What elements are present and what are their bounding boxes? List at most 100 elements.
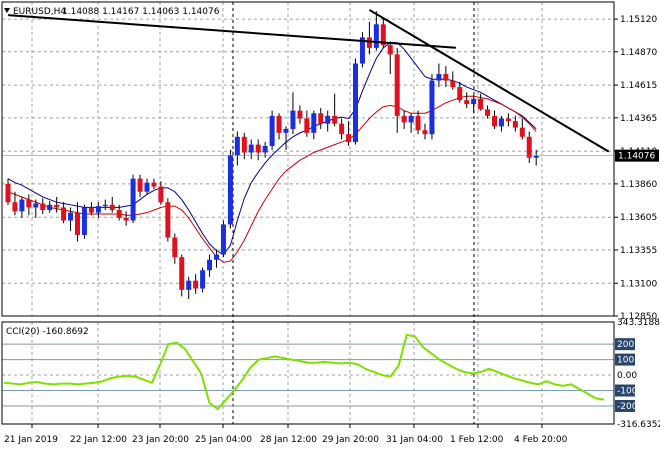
x-tick-label: 31 Jan 04:00 bbox=[386, 435, 443, 445]
x-tick-label: 23 Jan 20:00 bbox=[132, 435, 189, 445]
cci-level-tag bbox=[615, 338, 635, 351]
candle-body bbox=[75, 212, 80, 235]
candle-body bbox=[61, 207, 67, 221]
candle-body bbox=[450, 80, 456, 88]
candle-body bbox=[186, 280, 192, 290]
cci-tick-label: 343.3188 bbox=[617, 318, 660, 328]
cci-series bbox=[3, 333, 605, 411]
candle-body bbox=[88, 207, 94, 213]
candle-body bbox=[172, 237, 178, 258]
y-tick-label: 1.12850 bbox=[620, 312, 657, 322]
candle-body bbox=[318, 113, 324, 124]
candle-body bbox=[353, 63, 358, 143]
candle-body bbox=[443, 74, 449, 81]
candle-body bbox=[492, 115, 497, 127]
candle-body bbox=[339, 123, 345, 135]
candle-body bbox=[130, 178, 136, 221]
x-tick-label: 21 Jan 2019 bbox=[4, 435, 58, 445]
candle-body bbox=[498, 118, 504, 127]
axes bbox=[1, 1, 618, 428]
candle-body bbox=[422, 130, 428, 135]
axis-labels: 1.151201.148701.146151.143651.141101.138… bbox=[4, 15, 660, 445]
cci-level-tag bbox=[615, 384, 635, 397]
candle-body bbox=[220, 224, 226, 255]
candle-body bbox=[283, 128, 289, 133]
candle-body bbox=[234, 136, 240, 156]
candle-body bbox=[5, 183, 11, 203]
symbol-marker-icon bbox=[4, 8, 10, 13]
cci-line bbox=[3, 333, 605, 411]
candle-body bbox=[269, 115, 275, 146]
candle-body bbox=[12, 202, 18, 212]
candle-body bbox=[214, 254, 219, 260]
candle-body bbox=[464, 100, 470, 105]
candle-body bbox=[505, 118, 511, 122]
candle-body bbox=[290, 110, 296, 129]
x-tick-label: 25 Jan 04:00 bbox=[195, 435, 252, 445]
candle-body bbox=[346, 134, 352, 143]
candle-body bbox=[33, 203, 39, 208]
y-tick-label: 1.13355 bbox=[620, 246, 657, 256]
cci-grid bbox=[2, 322, 614, 424]
candle-body bbox=[241, 136, 247, 153]
candle-body bbox=[54, 204, 60, 208]
candle-body bbox=[165, 202, 171, 238]
candle-body bbox=[519, 127, 525, 137]
current-price-label: 1.14076 bbox=[618, 152, 655, 162]
candle-body bbox=[387, 45, 393, 55]
candle-body bbox=[276, 115, 282, 133]
candle-body bbox=[207, 259, 213, 271]
cci-level-label: 100 bbox=[617, 356, 634, 366]
candle-body bbox=[366, 37, 372, 48]
candle-body bbox=[137, 178, 143, 192]
y-tick-label: 1.14365 bbox=[620, 114, 657, 124]
cci-level-label: -100 bbox=[617, 387, 638, 397]
y-tick-label: 1.14870 bbox=[620, 48, 657, 58]
cci-frame bbox=[1, 321, 615, 425]
candle-body bbox=[248, 144, 254, 153]
cci-level-tag bbox=[615, 353, 635, 366]
candle-body bbox=[262, 145, 268, 153]
candle-body bbox=[471, 98, 477, 105]
candle-body bbox=[297, 110, 303, 119]
candle-body bbox=[373, 24, 379, 48]
y-tick-label: 1.13605 bbox=[620, 213, 657, 223]
ohlc-readout: 1.14088 1.14167 1.14063 1.14076 bbox=[62, 7, 220, 17]
symbol-label: EURUSD,H4 bbox=[13, 7, 66, 17]
cci-level-label: -200 bbox=[617, 402, 638, 412]
candle-body bbox=[304, 118, 310, 133]
cci-level-tag bbox=[615, 399, 635, 412]
trendline bbox=[7, 14, 456, 49]
cci-tick-label: -316.6352 bbox=[617, 420, 660, 430]
x-tick-label: 22 Jan 12:00 bbox=[70, 435, 127, 445]
candle-body bbox=[26, 199, 32, 208]
candle-body bbox=[109, 204, 115, 211]
x-tick-label: 28 Jan 12:00 bbox=[260, 435, 317, 445]
candle-body bbox=[19, 199, 25, 212]
trendline bbox=[368, 9, 610, 153]
y-tick-label: 1.14615 bbox=[620, 81, 657, 91]
candle-body bbox=[179, 257, 185, 290]
candlesticks bbox=[5, 11, 539, 299]
candle-body bbox=[485, 109, 491, 116]
cci-tick-label: 0.00 bbox=[617, 371, 637, 381]
y-tick-label: 1.15120 bbox=[620, 15, 657, 25]
candle-body bbox=[158, 186, 164, 203]
candle-body bbox=[81, 207, 87, 235]
candle-body bbox=[95, 206, 101, 213]
x-tick-label: 29 Jan 20:00 bbox=[322, 435, 379, 445]
candle-body bbox=[325, 115, 331, 124]
candle-body bbox=[255, 144, 261, 153]
cci-label: CCI(20) -160.8692 bbox=[6, 327, 89, 337]
sma-slow-line bbox=[7, 95, 537, 263]
main-frame bbox=[1, 1, 615, 317]
candle-body bbox=[512, 121, 518, 128]
candle-body bbox=[429, 80, 435, 135]
candle-body bbox=[478, 98, 484, 110]
candle-body bbox=[116, 210, 122, 218]
candle-body bbox=[436, 74, 442, 81]
cci-level-label: 200 bbox=[617, 340, 634, 350]
main-grid bbox=[2, 2, 614, 424]
current-price-tag bbox=[615, 149, 659, 162]
